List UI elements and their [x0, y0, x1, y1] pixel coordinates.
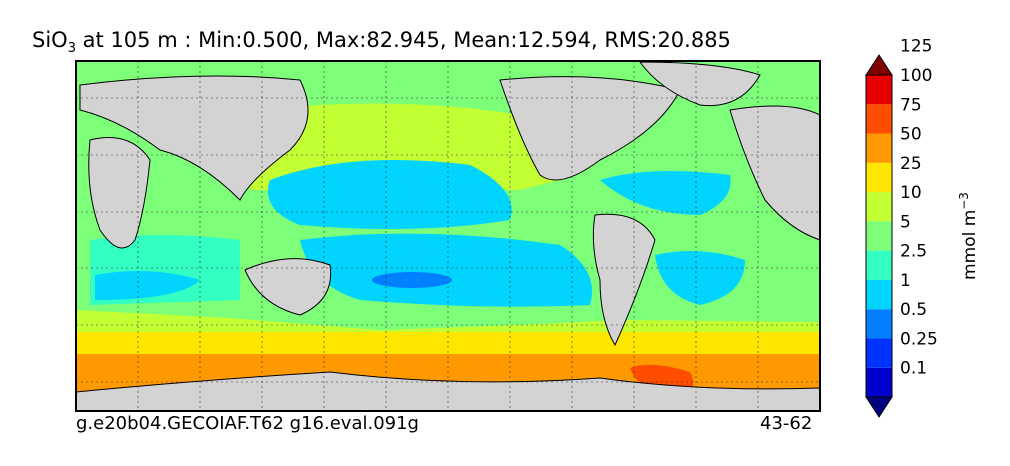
region-south-atlantic-gyre: [655, 251, 745, 305]
colorbar-tick-label: 0.25: [900, 329, 938, 349]
south-america: [592, 213, 656, 347]
colorbar-swatch: [866, 133, 892, 163]
north-america: [499, 76, 681, 181]
year-range-label: 43-62: [760, 413, 813, 434]
colorbar-swatch: [866, 75, 892, 105]
colorbar-tick-label: 2.5: [900, 242, 927, 262]
colorbar-swatch: [866, 338, 892, 368]
plot-title: SiO3 at 105 m : Min:0.500, Max:82.945, M…: [32, 28, 731, 57]
greenland: [639, 61, 761, 107]
colorbar-tick-label: 25: [900, 154, 922, 174]
colorbar-swatch: [866, 309, 892, 339]
run-id-label: g.e20b04.GECOIAF.T62 g16.eval.091g: [76, 413, 419, 434]
colorbar-swatch: [866, 250, 892, 280]
map-panel: [75, 60, 821, 412]
colorbar-extend-min: [865, 396, 893, 418]
colorbar-tick-label: 0.5: [900, 300, 927, 320]
region-north-pacific-gyre: [268, 160, 512, 229]
colorbar-tick-label: 100: [900, 66, 932, 86]
colorbar-tick-label: 50: [900, 125, 922, 145]
region-indian-gyre: [95, 271, 200, 300]
region-south-pacific-gyre: [300, 233, 592, 307]
europe-africa-west: [729, 105, 821, 241]
graticule: [76, 61, 820, 411]
colorbar-swatch: [866, 162, 892, 193]
colorbar-tick-label: 125: [900, 37, 932, 57]
colorbar-tick-label: 5: [900, 212, 911, 232]
colorbar-unit-label: mmol m−3: [957, 192, 980, 280]
region-south-pacific-minimum: [372, 272, 452, 288]
colorbar-swatch: [866, 104, 892, 134]
eurasia: [79, 75, 309, 201]
colorbar-tick-label: 10: [900, 183, 922, 203]
colorbar-swatch: [866, 279, 892, 310]
colorbar-swatch: [866, 367, 892, 397]
colorbar-frame: [865, 74, 893, 398]
colorbar-swatch: [866, 221, 892, 251]
colorbar-swatch: [866, 192, 892, 222]
colorbar: 0.1 0.25 0.5 1 2.5 5 10 25 50 75 100 125 mmol m−3: [865, 37, 980, 418]
colorbar-extend-max: [865, 54, 893, 76]
colorbar-tick-label: 1: [900, 271, 911, 291]
africa-east: [88, 137, 151, 249]
colorbar-tick-label: 75: [900, 95, 922, 115]
colorbar-tick-label: 0.1: [900, 359, 927, 379]
region-north-atlantic-gyre: [600, 171, 731, 215]
australia: [244, 258, 332, 316]
map-frame: [75, 60, 821, 412]
